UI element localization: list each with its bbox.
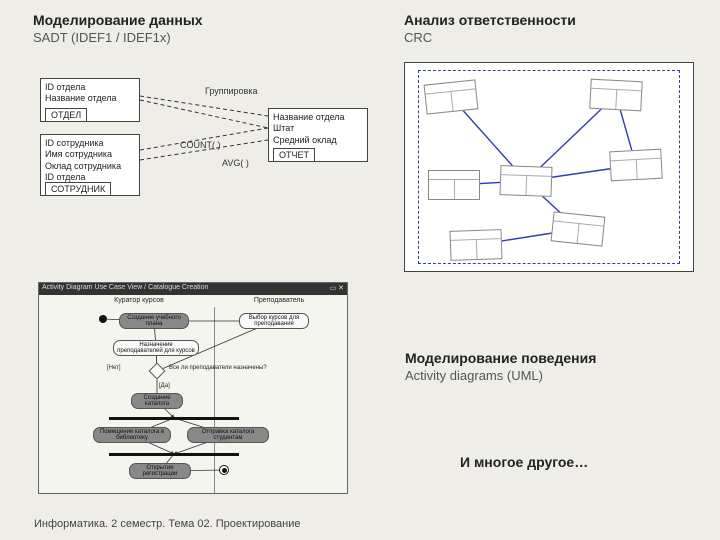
crc-card <box>609 149 662 182</box>
attr: Название отдела <box>45 93 135 104</box>
label-avg: AVG( ) <box>222 158 249 168</box>
uml-bar <box>109 417 239 420</box>
uml-titlebar: Activity Diagram Use Case View / Catalog… <box>39 283 347 295</box>
crc-card <box>428 170 480 200</box>
uml-act: Выбор курсов для преподавания <box>239 313 309 329</box>
footer: Информатика. 2 семестр. Тема 02. Проекти… <box>34 518 301 530</box>
attr: Имя сотрудника <box>45 149 135 160</box>
uml-titlebar-text: Activity Diagram Use Case View / Catalog… <box>42 284 208 294</box>
uml-text: [Да] <box>159 383 170 389</box>
more-text: И многое другое… <box>460 454 588 470</box>
crc-title: Анализ ответственности <box>404 12 576 28</box>
crc-card <box>589 79 642 112</box>
uml-bar <box>109 453 239 456</box>
uml-text: [Нет] <box>107 365 121 371</box>
crc-card <box>551 211 606 246</box>
window-controls-icon: ▭ ✕ <box>330 284 344 294</box>
label-group: Группировка <box>205 86 257 96</box>
entity-name: ОТДЕЛ <box>45 108 87 122</box>
uml-act: Открытие регистрации <box>129 463 191 479</box>
uml-diam <box>149 363 166 380</box>
uml-dot <box>99 315 107 323</box>
entity-name: СОТРУДНИК <box>45 182 111 196</box>
entity-dept: ID отдела Название отдела ОТДЕЛ <box>40 78 140 122</box>
uml-act: Создание каталога <box>131 393 183 409</box>
entity-name: ОТЧЕТ <box>273 148 315 162</box>
crc-card <box>424 79 479 114</box>
uml-subtitle: Activity diagrams (UML) <box>405 368 543 383</box>
uml-act: Создание учебного плана <box>119 313 189 329</box>
uml-title: Моделирование поведения <box>405 350 596 366</box>
attr: Оклад сотрудника <box>45 161 135 172</box>
entity-report: Название отдела Штат Средний оклад ОТЧЕТ <box>268 108 368 162</box>
attr: Штат <box>273 123 363 134</box>
attr: ID сотрудника <box>45 138 135 149</box>
lane-left: Куратор курсов <box>79 297 199 304</box>
attr: Средний оклад <box>273 135 363 146</box>
uml-act: Помещение каталога в библиотеку <box>93 427 171 443</box>
sadt-subtitle: SADT (IDEF1 / IDEF1x) <box>33 30 171 45</box>
uml-frame: Activity Diagram Use Case View / Catalog… <box>38 282 348 494</box>
lane-right: Преподаватель <box>224 297 334 304</box>
crc-card <box>449 229 502 261</box>
crc-subtitle: CRC <box>404 30 432 45</box>
attr: Название отдела <box>273 112 363 123</box>
attr: ID отдела <box>45 82 135 93</box>
uml-ring <box>219 465 229 475</box>
entity-emp: ID сотрудника Имя сотрудника Оклад сотру… <box>40 134 140 196</box>
label-count: COUNT( ) <box>180 140 221 150</box>
uml-act: Назначение преподавателей для курсов <box>113 340 199 356</box>
uml-act: Отправка каталога студентам <box>187 427 269 443</box>
lane-divider <box>214 307 215 493</box>
sadt-title: Моделирование данных <box>33 12 203 28</box>
diamond-label: Все ли преподаватели назначены? <box>169 365 267 371</box>
crc-card <box>499 165 552 197</box>
